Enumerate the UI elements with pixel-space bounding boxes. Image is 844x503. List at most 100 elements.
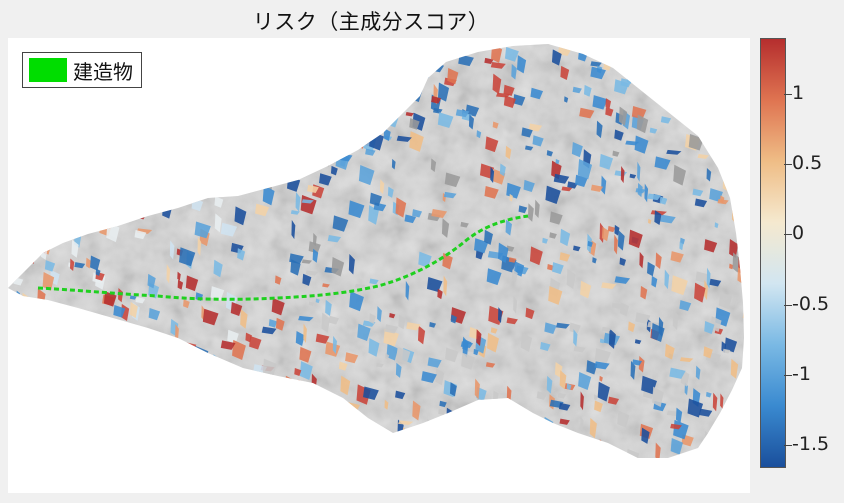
risk-patch xyxy=(476,329,482,346)
risk-patch xyxy=(489,451,497,458)
risk-patch xyxy=(555,322,570,329)
risk-patch xyxy=(31,352,36,371)
risk-patch xyxy=(318,61,326,71)
risk-patch xyxy=(201,128,218,134)
risk-patch xyxy=(498,404,510,423)
risk-patch xyxy=(309,120,326,137)
terrain-map xyxy=(8,44,744,482)
risk-patch xyxy=(466,435,480,452)
risk-patch xyxy=(242,99,247,115)
risk-patch xyxy=(147,273,156,289)
risk-patch xyxy=(92,409,105,431)
risk-patch xyxy=(59,96,71,116)
risk-patch xyxy=(417,325,426,345)
risk-patch xyxy=(566,268,576,290)
risk-patch xyxy=(580,280,592,299)
risk-patch xyxy=(83,107,92,123)
risk-patch xyxy=(219,167,233,174)
risk-patch xyxy=(573,346,586,353)
risk-patch xyxy=(59,223,66,240)
risk-patch xyxy=(97,91,110,102)
risk-patch xyxy=(709,188,723,202)
risk-patch xyxy=(9,447,14,458)
colorbar xyxy=(760,38,786,468)
risk-patch xyxy=(577,159,593,180)
risk-patch xyxy=(166,450,176,458)
risk-patch xyxy=(628,321,636,333)
risk-patch xyxy=(519,451,526,458)
colorbar-tick xyxy=(784,444,792,446)
risk-patch xyxy=(148,417,159,433)
risk-patch xyxy=(679,300,692,312)
risk-patch xyxy=(733,185,743,203)
risk-patch xyxy=(619,302,629,317)
risk-patch xyxy=(664,269,670,290)
risk-patch xyxy=(70,176,84,197)
risk-patch xyxy=(639,251,644,269)
risk-patch xyxy=(742,310,744,320)
risk-patch xyxy=(518,205,528,214)
risk-patch xyxy=(358,165,375,186)
risk-patch xyxy=(129,301,138,319)
risk-patch xyxy=(330,142,337,164)
risk-patch xyxy=(8,350,13,367)
risk-patch xyxy=(194,221,211,239)
risk-patch xyxy=(679,357,694,363)
risk-patch xyxy=(345,352,359,364)
risk-patch xyxy=(594,361,610,370)
risk-patch xyxy=(210,286,225,301)
risk-patch xyxy=(97,89,109,97)
risk-patch xyxy=(734,111,742,118)
risk-patch xyxy=(705,125,711,142)
risk-patch xyxy=(290,210,300,215)
risk-patch xyxy=(147,86,153,101)
risk-patch xyxy=(279,72,290,82)
risk-patch xyxy=(589,417,597,439)
risk-patch xyxy=(680,455,693,458)
risk-patch xyxy=(625,140,640,146)
risk-patch xyxy=(244,126,257,134)
risk-patch xyxy=(328,315,339,325)
risk-patch xyxy=(557,392,567,399)
risk-patch xyxy=(679,241,684,251)
risk-patch xyxy=(183,299,190,309)
risk-patch xyxy=(227,329,239,344)
risk-patch xyxy=(379,179,385,195)
risk-patch xyxy=(666,467,674,481)
risk-patch xyxy=(214,196,224,208)
risk-patch xyxy=(477,428,483,434)
risk-patch xyxy=(601,282,617,290)
risk-patch xyxy=(709,53,713,74)
risk-patch xyxy=(255,203,270,217)
risk-patch xyxy=(348,200,365,219)
risk-patch xyxy=(92,459,97,472)
risk-patch xyxy=(299,346,312,363)
risk-patch xyxy=(670,74,687,80)
risk-patch xyxy=(237,248,246,261)
risk-patch xyxy=(395,362,402,378)
risk-patch xyxy=(418,251,432,268)
risk-patch xyxy=(404,214,417,224)
risk-patch xyxy=(511,63,517,80)
risk-patch xyxy=(32,408,37,426)
risk-patch xyxy=(204,173,221,183)
risk-patch xyxy=(37,159,42,181)
risk-patch xyxy=(293,84,304,106)
risk-patch xyxy=(679,466,692,482)
risk-patch xyxy=(551,49,562,66)
risk-patch xyxy=(242,73,251,92)
colorbar-tick xyxy=(784,374,792,376)
risk-patch xyxy=(724,337,738,353)
risk-patch xyxy=(611,452,626,458)
risk-patch xyxy=(383,128,391,141)
risk-patch xyxy=(341,447,346,458)
risk-patch xyxy=(179,73,187,93)
risk-patch xyxy=(11,227,24,233)
risk-patch xyxy=(65,361,71,372)
risk-patch xyxy=(290,259,301,276)
risk-patch xyxy=(312,248,319,263)
risk-patch xyxy=(354,78,366,95)
risk-patch xyxy=(636,114,649,134)
risk-patch xyxy=(665,95,669,112)
risk-patch xyxy=(594,348,612,364)
